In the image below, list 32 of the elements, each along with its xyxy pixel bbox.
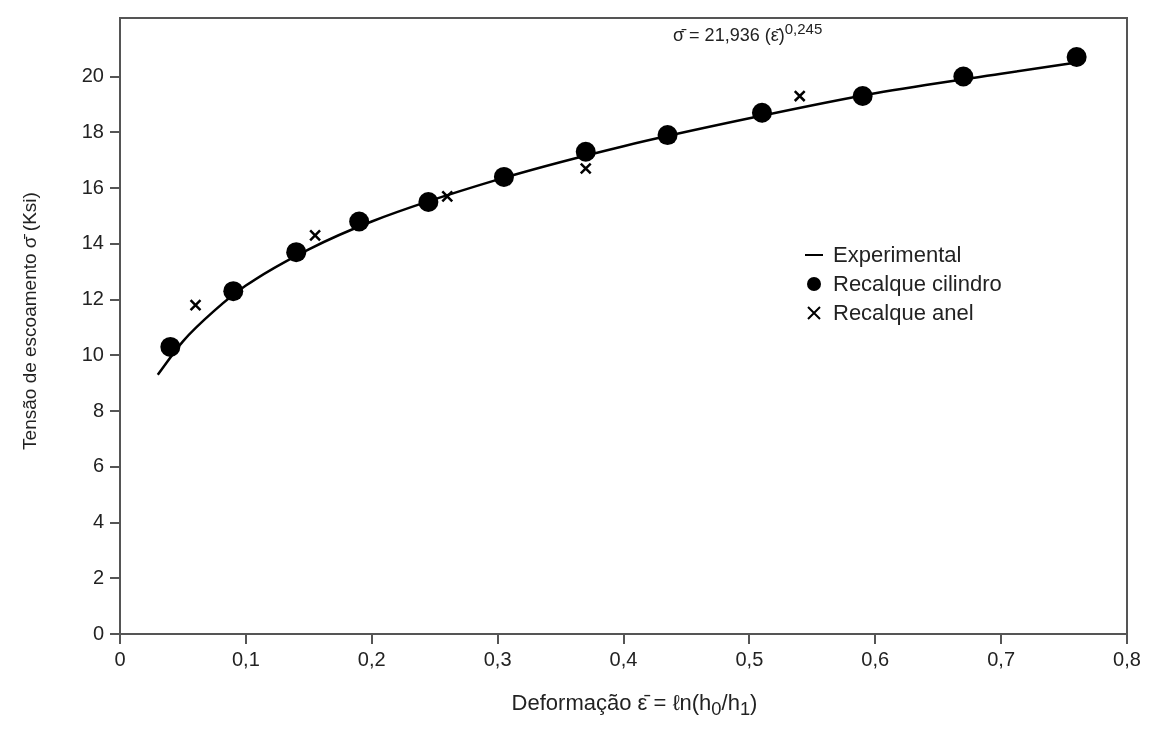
point [579,162,592,175]
y-tick-label: 14 [81,231,104,254]
y-tick-label: 4 [92,510,104,533]
x-tick-label: 0 [114,647,126,670]
legend-label: Experimental [833,241,962,268]
y-tick-label: 12 [81,287,104,310]
y-tick-label: 2 [92,565,104,588]
y-tick-label: 6 [92,454,104,477]
y-tick-label: 18 [81,119,104,142]
x-tick-label: 0,5 [735,647,764,670]
y-tick-label: 0 [92,621,104,644]
y-axis-title: Tensão de escoamento σ̄ (Ksi) [19,192,41,450]
x-tick-label: 0,2 [357,647,386,670]
y-tick-label: 10 [81,342,104,365]
y-tick-label: 20 [81,64,104,87]
x-tick-label: 0,8 [1113,647,1141,670]
y-tick-label: 16 [81,175,104,198]
x-tick-label: 0,4 [609,647,638,670]
point [1066,47,1087,68]
x-tick-label: 0,3 [483,647,512,670]
point [441,190,454,203]
legend-label: Recalque cilindro [833,270,1002,297]
x-tick-label: 0,7 [987,647,1016,670]
point [308,229,322,242]
x-tick-label: 0,1 [231,647,260,670]
annotation: σ̄ = 21,936 (ε̄)$^{0,245}$ [673,20,823,46]
legend-label: Recalque anel [833,299,974,326]
x-tick-label: 0,6 [861,647,890,670]
point [793,89,806,103]
y-tick-label: 8 [92,398,104,421]
x-axis-title: Deformação ε̄ = ℓn(h$_{0}$/h$_{1}$) [510,690,759,721]
point [189,298,202,312]
